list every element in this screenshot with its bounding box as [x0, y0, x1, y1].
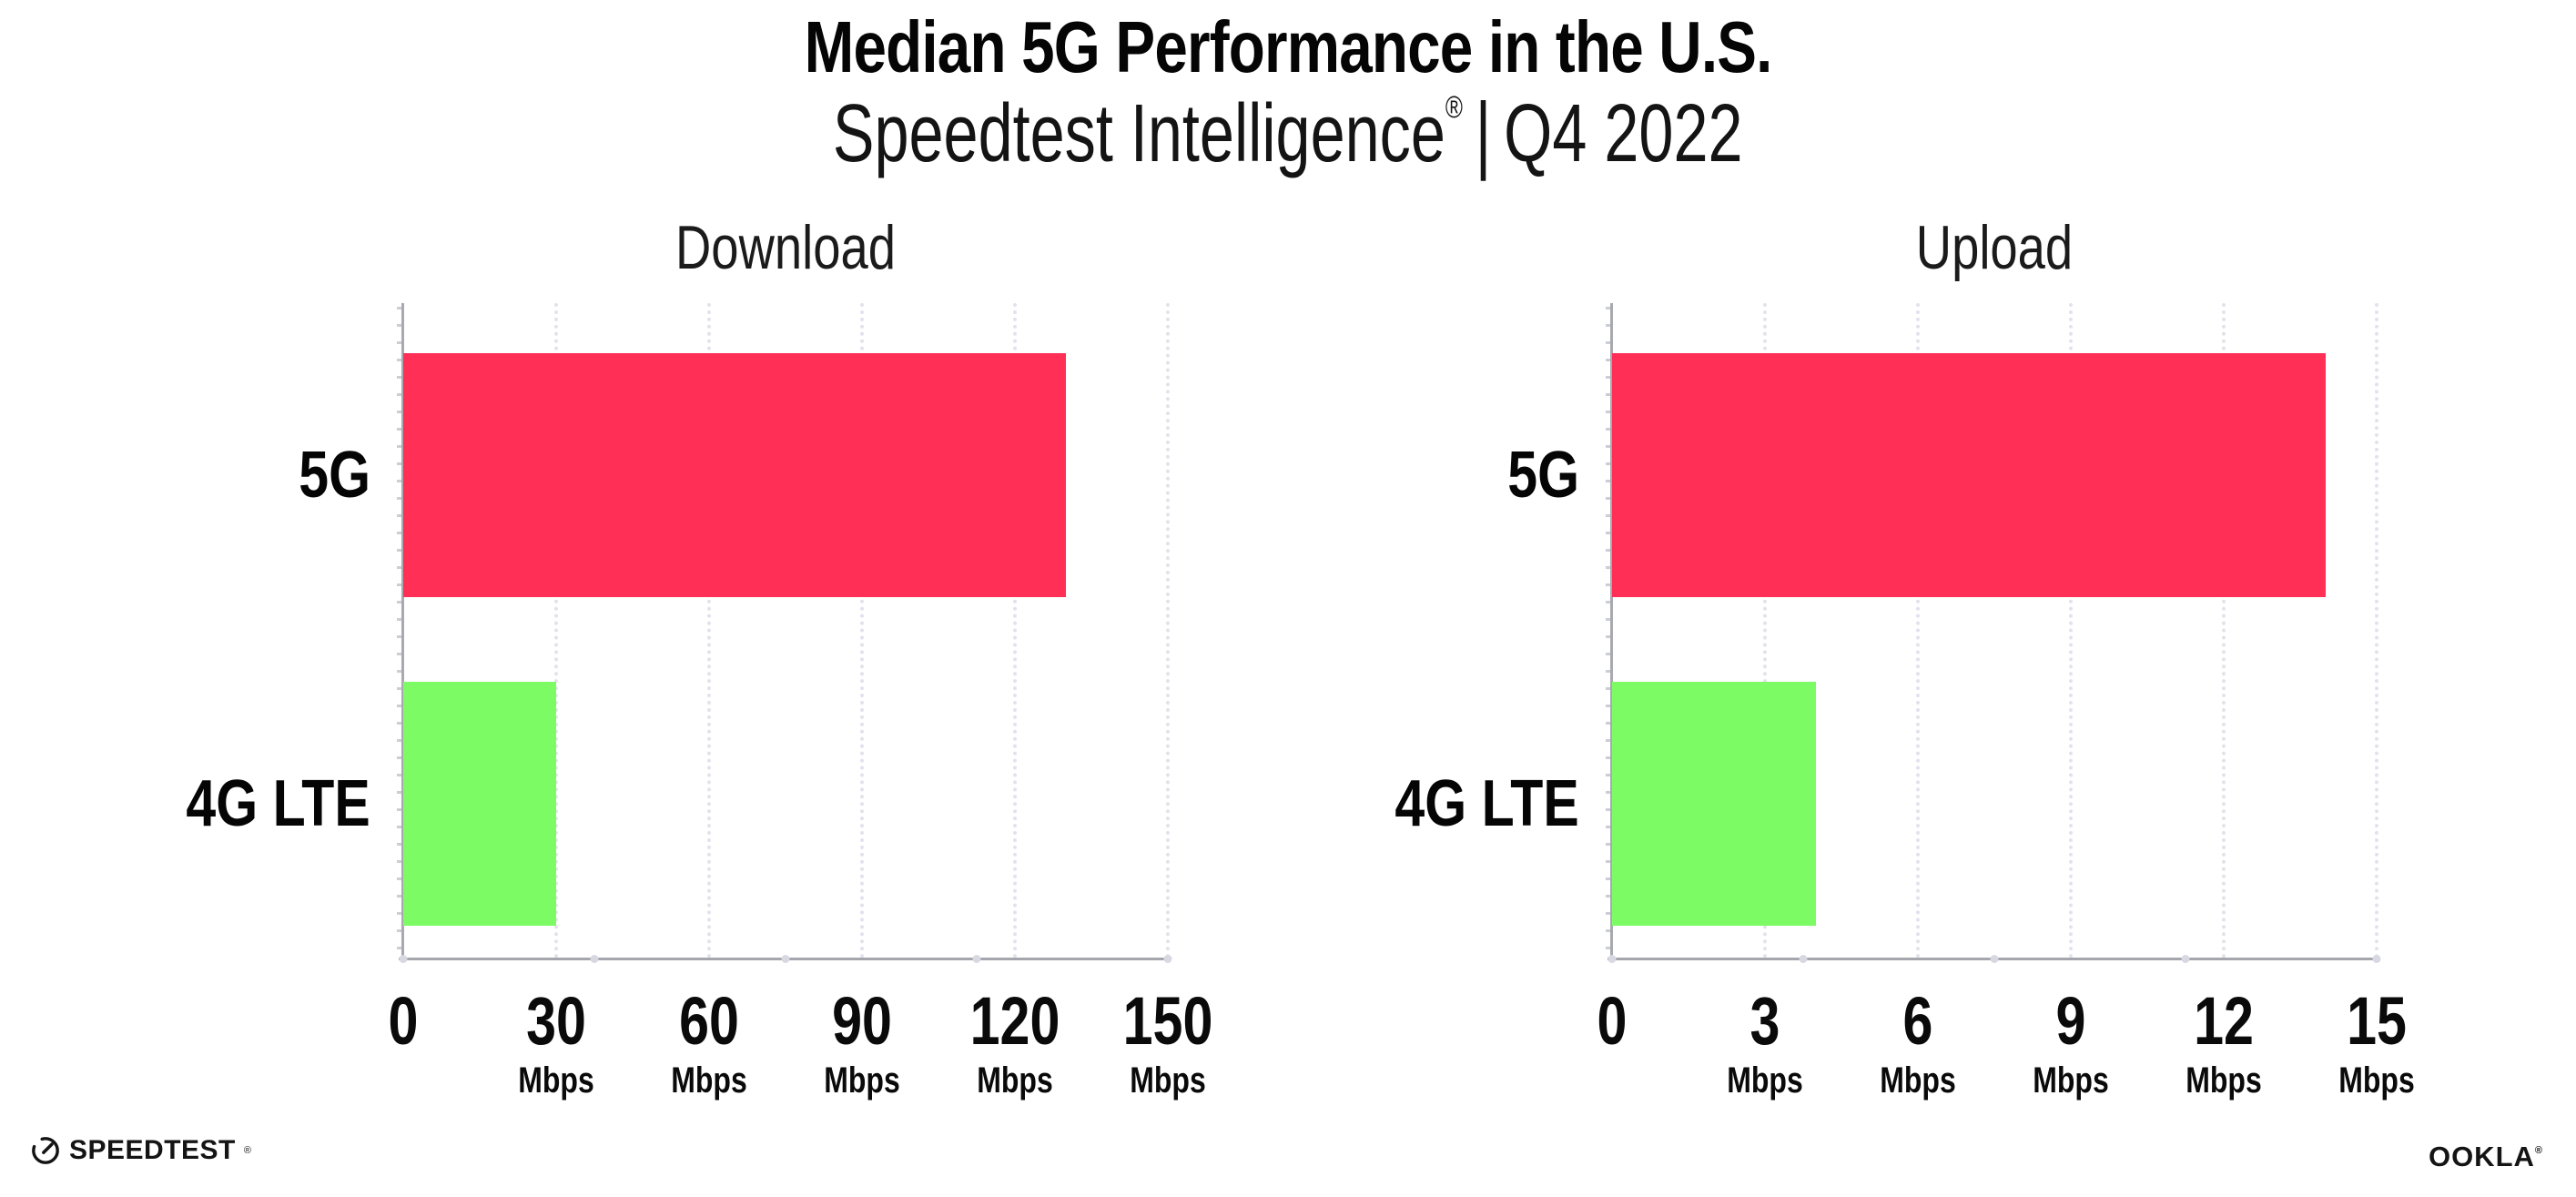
category-label-4g-lte: 4G LTE: [1394, 767, 1579, 840]
axis-dot: [590, 955, 599, 963]
download-plot-area: 5G 4G LTE 0 30 Mbps 60 Mbps 90 Mbps 120 Mbps…: [187, 303, 1212, 1099]
page-subtitle-text: Speedtest Intelligence® | Q4 2022: [833, 86, 1743, 182]
page-subtitle: Speedtest Intelligence® | Q4 2022: [0, 86, 2576, 182]
ookla-logo: OOKLA®: [2429, 1142, 2543, 1171]
axis-dot: [2181, 955, 2190, 963]
category-label-5g: 5G: [299, 439, 370, 512]
bar-row-5g: 5G: [1507, 353, 2377, 597]
axis-dot: [781, 955, 790, 963]
x-tick-60: 60 Mbps: [671, 983, 747, 1101]
registered-mark: ®: [2534, 1145, 2543, 1156]
bar-4g-lte-download: [403, 682, 556, 926]
x-tick-150: 150 Mbps: [1122, 983, 1213, 1101]
gridline: [860, 303, 864, 959]
gridline: [1916, 303, 1920, 959]
gridline: [2222, 303, 2226, 959]
bar-5g-upload: [1612, 353, 2326, 597]
x-tick-90: 90 Mbps: [824, 983, 900, 1101]
axis-dot: [1799, 955, 1808, 963]
axis-dot: [399, 955, 408, 963]
x-tick-12: 12 Mbps: [2186, 983, 2262, 1101]
subtitle-period: Q4 2022: [1504, 88, 1743, 179]
x-tick-9: 9 Mbps: [2033, 983, 2109, 1101]
x-tick-0: 0: [1597, 983, 1628, 1059]
axis-dot: [1163, 955, 1172, 963]
x-tick-0: 0: [388, 983, 419, 1059]
unit-label: Mbps: [977, 1060, 1053, 1101]
unit-label: Mbps: [2186, 1060, 2262, 1101]
bar-row-4g-lte: 4G LTE: [187, 682, 1168, 926]
page-title: Median 5G Performance in the U.S.: [0, 9, 2576, 86]
x-tick-6: 6 Mbps: [1880, 983, 1956, 1101]
unit-label: Mbps: [671, 1060, 747, 1101]
y-axis-line: [1606, 303, 1613, 959]
axis-dot: [1990, 955, 1999, 963]
gridline: [1763, 303, 1767, 959]
unit-label: Mbps: [518, 1060, 594, 1101]
category-label-5g: 5G: [1507, 439, 1579, 512]
x-tick-3: 3 Mbps: [1727, 983, 1803, 1101]
gridline: [707, 303, 711, 959]
upload-plot-area: 5G 4G LTE 0 3 Mbps 6 Mbps 9 Mbps 12 Mbps 15 M…: [1395, 303, 2415, 1099]
registered-mark: ®: [1445, 90, 1464, 125]
speedtest-wordmark: SPEEDTEST: [69, 1135, 236, 1165]
x-axis-labels: 0 3 Mbps 6 Mbps 9 Mbps 12 Mbps 15 Mbps: [1597, 983, 2415, 1115]
unit-label: Mbps: [1880, 1060, 1956, 1101]
y-axis-line: [397, 303, 404, 959]
unit-label: Mbps: [824, 1060, 900, 1101]
axis-dot: [1607, 955, 1617, 963]
unit-label: Mbps: [1130, 1060, 1206, 1101]
bar-4g-lte-upload: [1612, 682, 1816, 926]
chart-title-upload: Upload: [1915, 213, 2074, 282]
gridline: [2375, 303, 2378, 959]
gridline: [554, 303, 558, 959]
unit-label: Mbps: [1727, 1060, 1803, 1101]
speedtest-logo: SPEEDTEST ®: [30, 1135, 251, 1166]
x-tick-15: 15 Mbps: [2338, 983, 2415, 1101]
registered-mark: ®: [243, 1145, 251, 1156]
ookla-wordmark: OOKLA: [2428, 1141, 2535, 1172]
gridline: [1013, 303, 1017, 959]
axis-dot: [2372, 955, 2381, 963]
upload-chart: Upload 5G 4G LTE 0 3 Mbps: [1395, 213, 2415, 1099]
bar-row-4g-lte: 4G LTE: [1395, 682, 2377, 926]
axis-dot: [972, 955, 981, 963]
gridline: [1166, 303, 1170, 959]
unit-label: Mbps: [2033, 1060, 2109, 1101]
category-label-4g-lte: 4G LTE: [186, 767, 370, 840]
x-tick-120: 120 Mbps: [969, 983, 1060, 1101]
unit-label: Mbps: [2338, 1060, 2415, 1101]
speedtest-gauge-icon: [32, 1137, 59, 1164]
x-tick-30: 30 Mbps: [518, 983, 594, 1101]
subtitle-brand: Speedtest Intelligence: [833, 88, 1446, 179]
bar-5g-download: [403, 353, 1066, 597]
chart-title-download: Download: [675, 213, 896, 282]
bar-row-5g: 5G: [299, 353, 1168, 597]
subtitle-divider: |: [1475, 86, 1492, 182]
x-axis-labels: 0 30 Mbps 60 Mbps 90 Mbps 120 Mbps 150 Mbps: [389, 983, 1213, 1115]
download-chart: Download 5G 4G LTE 0 30 M: [187, 213, 1213, 1099]
page-title-text: Median 5G Performance in the U.S.: [804, 6, 1773, 87]
gridline: [2069, 303, 2073, 959]
